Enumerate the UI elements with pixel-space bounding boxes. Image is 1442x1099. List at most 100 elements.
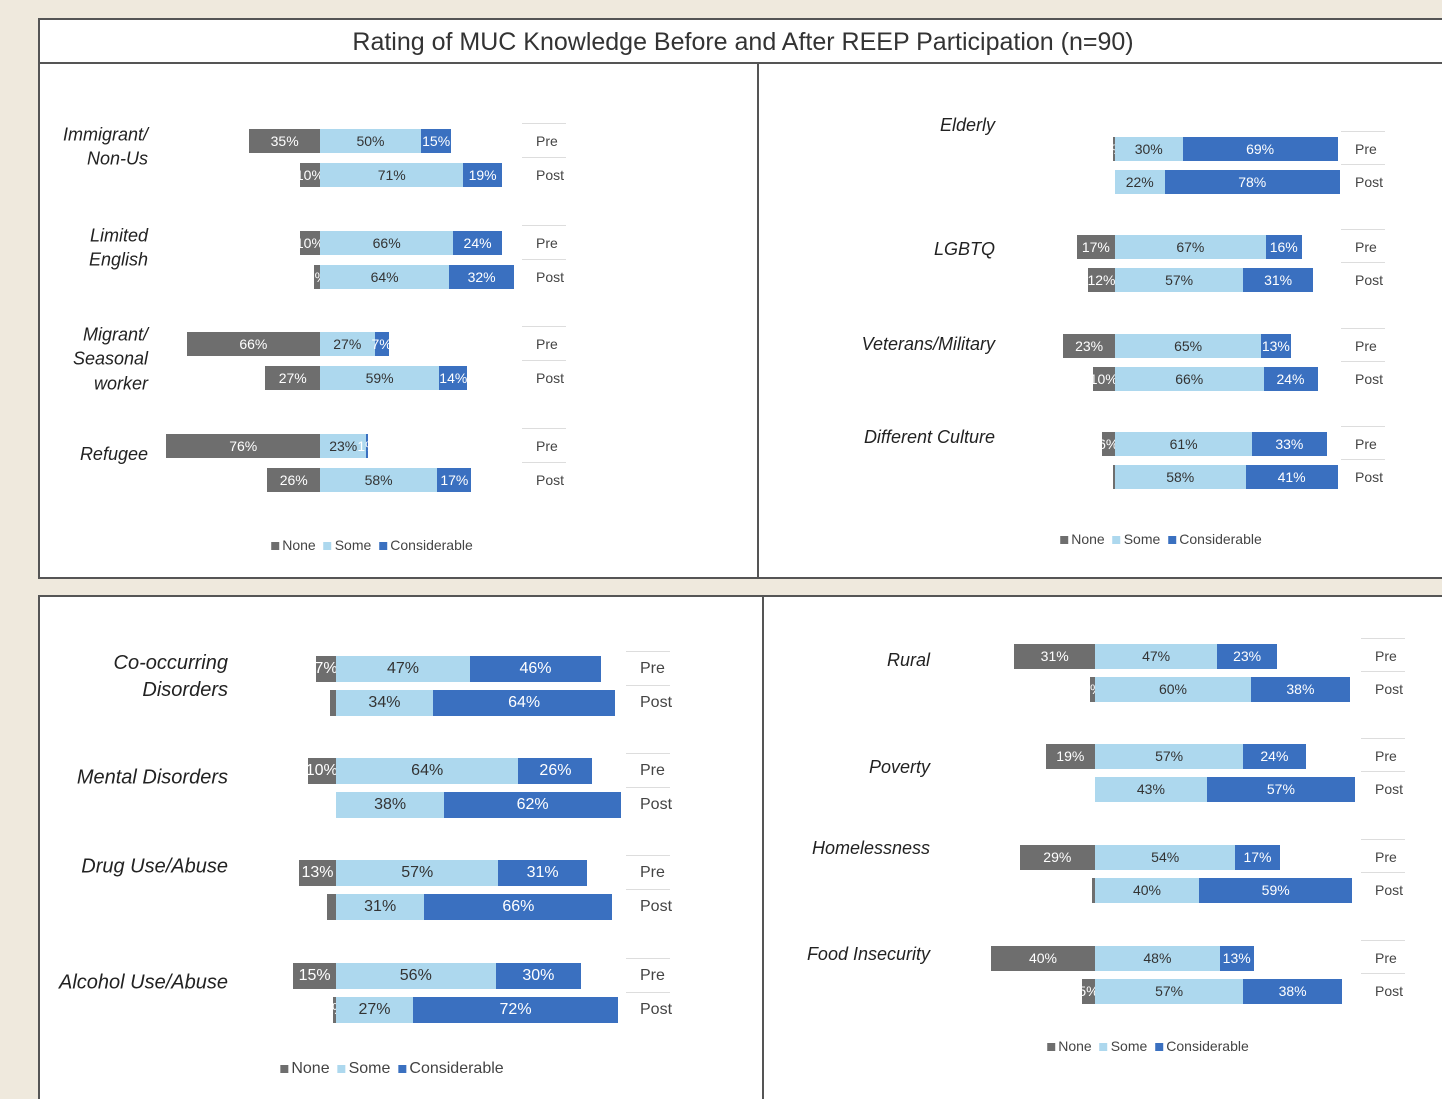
legend-swatch: [398, 1065, 407, 1073]
bar: [316, 656, 336, 682]
bar: [1164, 170, 1340, 194]
bar: [186, 332, 320, 356]
value-label: 66%: [502, 898, 535, 915]
separator: [522, 259, 566, 260]
separator: [1361, 671, 1405, 672]
bar: [463, 163, 502, 187]
bar: [1115, 367, 1264, 391]
value-label: 40%: [1028, 949, 1058, 966]
bar: [1243, 743, 1306, 769]
category-label: Elderly: [939, 114, 995, 135]
bar: [1082, 978, 1095, 1004]
legend: None Some Considerable: [1052, 529, 1262, 549]
period-label: Post: [1375, 781, 1404, 797]
period-label: Post: [1355, 469, 1384, 485]
bar: [320, 231, 454, 255]
bar: [412, 997, 619, 1023]
period-label: Pre: [1375, 648, 1397, 664]
value-label: 15%: [298, 967, 331, 984]
bar: [424, 894, 613, 920]
value-label: 29%: [1043, 848, 1072, 865]
separator: [522, 157, 566, 158]
value-label: 38%: [1278, 982, 1307, 999]
period-label: Pre: [640, 762, 665, 779]
bar: [336, 758, 519, 784]
value-label: 30%: [1134, 141, 1163, 157]
bar: [1115, 170, 1165, 194]
value-label: 69%: [1246, 141, 1275, 157]
bar: [1095, 643, 1218, 669]
separator: [626, 889, 670, 890]
separator: [1341, 131, 1385, 132]
bar: [327, 894, 336, 920]
bar: [444, 792, 621, 818]
value-label: 40%: [1132, 881, 1162, 898]
bar: [374, 332, 389, 356]
separator: [522, 326, 566, 327]
bar: [1095, 743, 1244, 769]
bar: [1261, 334, 1291, 358]
value-label: 10%: [295, 235, 324, 251]
value-label: 65%: [1174, 338, 1203, 354]
separator: [1341, 262, 1385, 263]
bar: [1252, 432, 1327, 456]
value-label: 72%: [499, 1001, 532, 1018]
value-label: 47%: [386, 660, 419, 677]
value-label: 38%: [374, 796, 407, 813]
legend-swatch: [280, 1065, 289, 1073]
value-label: 35%: [270, 133, 299, 149]
bar: [1251, 676, 1350, 702]
bar: [1095, 978, 1244, 1004]
bar: [1092, 877, 1095, 903]
period-label: Post: [1355, 371, 1384, 387]
bar: [366, 434, 369, 458]
legend-label: Considerable: [390, 537, 473, 553]
value-label: 64%: [508, 694, 541, 711]
value-label: 59%: [1261, 881, 1290, 898]
category-label: Food Insecurity: [806, 943, 930, 964]
separator: [626, 753, 670, 754]
value-label: 66%: [1175, 371, 1204, 387]
value-label: 66%: [239, 336, 268, 352]
bar: [333, 997, 336, 1023]
value-label: 24%: [1276, 371, 1305, 387]
category-label: Poverty: [868, 756, 930, 777]
title-box: Rating of MUC Knowledge Before and After…: [38, 18, 1442, 64]
legend-swatch: [1112, 536, 1121, 544]
bar: [320, 163, 464, 187]
separator: [1361, 738, 1405, 739]
bar: [1115, 432, 1253, 456]
bar: [330, 690, 336, 716]
value-label: 56%: [399, 967, 432, 984]
legend: None Some Considerable: [272, 1059, 504, 1079]
value-label: 31%: [364, 898, 397, 915]
value-label: 61%: [1169, 436, 1198, 452]
category-label: Refugee: [79, 443, 148, 464]
period-label: Post: [1355, 174, 1384, 190]
separator: [1341, 229, 1385, 230]
period-label: Pre: [640, 660, 665, 677]
legend-swatch: [379, 542, 388, 550]
value-label: 57%: [1165, 272, 1194, 288]
bar: [1265, 235, 1302, 259]
value-label: 6%: [1098, 436, 1119, 452]
legend-label: None: [1058, 1038, 1092, 1054]
bar: [267, 468, 320, 492]
legend-swatch: [337, 1065, 346, 1073]
legend-label: Considerable: [409, 1060, 504, 1077]
value-label: 66%: [372, 235, 401, 251]
bar: [1095, 676, 1251, 702]
value-label: 10%: [295, 167, 324, 183]
legend-label: Some: [334, 537, 372, 553]
value-label: 5%: [1078, 982, 1099, 999]
period-label: Pre: [1355, 436, 1377, 452]
period-label: Post: [1375, 882, 1404, 898]
value-label: 14%: [439, 370, 468, 386]
value-label: 27%: [358, 1001, 391, 1018]
bar: [293, 963, 336, 989]
value-label: 41%: [1277, 469, 1306, 485]
category-label: Immigrant/ Non-Us: [62, 124, 148, 169]
bar: [1019, 844, 1095, 870]
value-label: 1%: [357, 438, 378, 454]
